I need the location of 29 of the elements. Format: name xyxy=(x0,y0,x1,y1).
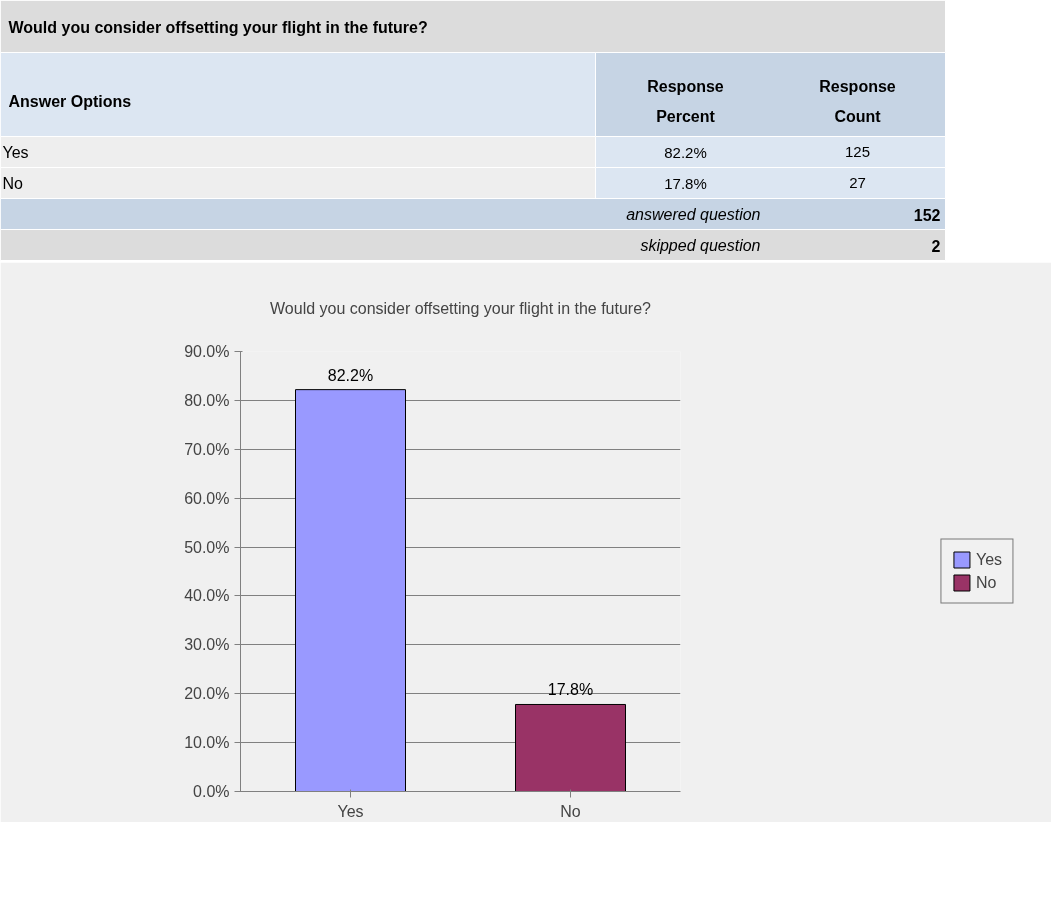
chart-title: Would you consider offsetting your flight in the future? xyxy=(270,299,652,317)
text: No xyxy=(2,174,24,192)
text: 17.8% xyxy=(664,174,707,192)
y-tick-label: 60.0% xyxy=(184,489,230,507)
text: answered question xyxy=(626,206,761,223)
y-tick-label: 40.0% xyxy=(184,587,230,605)
y-tick-label: 90.0% xyxy=(184,343,230,360)
y-tick-label: 50.0% xyxy=(184,538,230,556)
text: 152 xyxy=(913,206,941,224)
y-tick-label: 30.0% xyxy=(184,636,230,654)
text: Response Count xyxy=(819,78,896,125)
y-tick-label: 20.0% xyxy=(184,685,230,703)
text: Answer Options xyxy=(8,93,132,110)
text: 125 xyxy=(844,143,871,160)
text: 27 xyxy=(849,174,866,191)
y-tick-label: 70.0% xyxy=(184,440,230,458)
text: Would you consider offsetting your flight in the future? xyxy=(8,19,428,36)
data-label: 17.8% xyxy=(547,681,594,699)
text: 82.2% xyxy=(664,143,707,161)
text: Response Percent xyxy=(647,78,724,125)
y-tick-label: 10.0% xyxy=(184,734,230,752)
legend-label: No xyxy=(975,573,997,592)
text: skipped question xyxy=(640,237,761,254)
text: 2 xyxy=(931,237,941,255)
y-tick-label: 80.0% xyxy=(184,391,230,409)
legend-label: Yes xyxy=(975,550,1003,569)
y-tick-label: 0.0% xyxy=(193,783,230,800)
data-label: 82.2% xyxy=(327,366,374,384)
text: Yes xyxy=(2,143,29,161)
